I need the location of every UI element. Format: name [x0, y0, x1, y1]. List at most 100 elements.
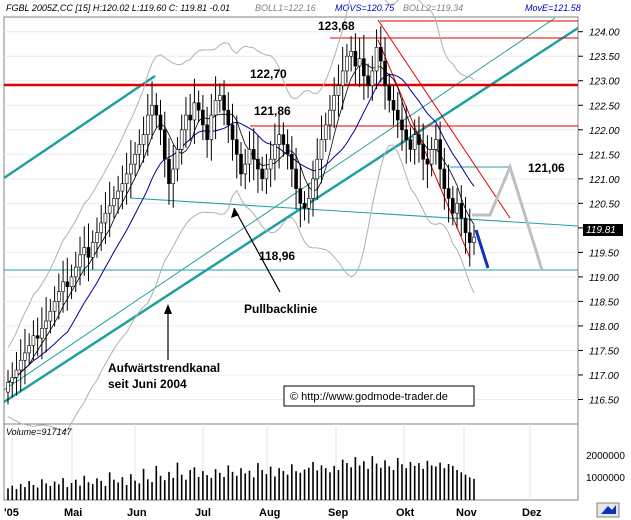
y-tick-label: 118.00: [589, 322, 619, 333]
y-tick-label: 120.50: [589, 199, 620, 210]
candle-body: [222, 95, 226, 111]
candle-body: [298, 188, 303, 204]
pullback-line: [129, 197, 579, 227]
y-tick-label: 117.00: [589, 371, 619, 382]
candle-body: [374, 47, 379, 72]
candle-body: [395, 109, 400, 121]
candle-body: [281, 134, 286, 145]
header-boll1: BOLL1=122.16: [255, 3, 316, 13]
candle-body: [234, 139, 239, 155]
candle-body: [129, 163, 133, 175]
candle-body: [103, 212, 108, 224]
x-tick-label: Mai: [64, 507, 82, 519]
candle-body: [429, 149, 434, 165]
candle-body: [99, 222, 103, 234]
candle-body: [336, 85, 341, 96]
x-tick-label: Dez: [522, 507, 542, 519]
candle-body: [192, 102, 197, 121]
y-tick-label: 118.50: [589, 297, 619, 308]
level-label-118-96: 118,96: [259, 249, 295, 263]
candle-body: [82, 247, 87, 256]
candle-body: [167, 158, 171, 185]
x-tick-label: Sep: [328, 507, 348, 519]
last-price-value: 119.81: [586, 225, 616, 236]
candle-body: [273, 144, 277, 160]
candle-body: [421, 144, 425, 160]
watermark: © http://www.godmode-trader.de: [290, 391, 448, 403]
candle-body: [391, 100, 396, 111]
candle-body: [446, 188, 451, 199]
x-tick-label: Jun: [127, 507, 147, 519]
down-channel-upper: [377, 19, 511, 219]
candle-body: [357, 58, 362, 67]
candle-body: [120, 183, 125, 192]
volume-bars: [7, 456, 475, 500]
y-tick-label: 116.50: [589, 395, 619, 406]
candle-body: [230, 124, 235, 140]
peak-label: 123,68: [318, 19, 355, 33]
candle-body: [412, 134, 417, 150]
candle-body: [175, 149, 180, 170]
candle-body: [256, 158, 260, 170]
candle-body: [315, 158, 320, 180]
level-label-121-06: 121,06: [528, 161, 565, 175]
candle-body: [196, 102, 201, 111]
candle-body: [268, 158, 273, 170]
x-tick-label: Aug: [259, 507, 280, 519]
candle-body: [146, 114, 150, 135]
candle-body: [260, 168, 264, 180]
volume-tick-1m: 1000000: [586, 473, 625, 484]
candle-body: [370, 70, 375, 86]
header-symbol: FGBL 2005Z,CC [15] H:120.02 L:119.60 C: …: [6, 3, 230, 13]
candle-body: [18, 359, 23, 371]
y-tick-label: 119.50: [589, 248, 619, 259]
last-price-tag: [583, 224, 623, 236]
candle-body: [467, 232, 472, 243]
candle-body: [472, 236, 476, 243]
candle-body: [264, 168, 269, 180]
x-axis: '05 Mai Jun Jul Aug Sep Okt Nov Dez: [4, 424, 542, 519]
candle-body: [137, 144, 142, 155]
candle-body: [239, 154, 243, 175]
candle-body: [31, 335, 36, 346]
candle-body: [112, 198, 116, 207]
channel-inner-line: [3, 17, 556, 391]
candle-body: [23, 352, 27, 361]
bollinger-lower-band: [7, 144, 475, 432]
candle-body: [400, 119, 404, 131]
bollinger-upper-band: [7, 0, 475, 349]
y-tick-label: 119.00: [589, 273, 619, 284]
channel-upper-line: [3, 74, 156, 180]
candle-body: [10, 377, 15, 383]
candles: [6, 26, 476, 405]
candle-body: [328, 109, 332, 126]
moving-average-fast: [7, 62, 475, 383]
candle-body: [378, 47, 383, 62]
candle-body: [205, 124, 209, 140]
candle-body: [57, 291, 61, 302]
candle-body: [417, 134, 421, 145]
candle-body: [133, 154, 137, 165]
candle-body: [107, 205, 112, 214]
y-tick-label: 117.50: [589, 346, 619, 357]
channel-lower-line: [3, 26, 579, 404]
candle-body: [90, 242, 95, 258]
candle-body: [150, 104, 154, 116]
candle-body: [171, 168, 176, 185]
x-tick-label: Nov: [456, 507, 478, 519]
moving-average-slow: [7, 74, 475, 383]
candle-body: [277, 134, 281, 145]
candle-body: [44, 320, 48, 329]
candle-body: [61, 281, 65, 292]
candle-body: [213, 100, 218, 116]
candle-body: [78, 254, 82, 268]
forecast-blue-arrow: [474, 229, 490, 269]
candle-body: [366, 75, 370, 86]
candle-body: [6, 382, 10, 393]
candle-body: [218, 95, 222, 101]
pullback-arrowhead: [231, 208, 239, 218]
candle-body: [184, 114, 188, 131]
candle-body: [124, 173, 129, 185]
